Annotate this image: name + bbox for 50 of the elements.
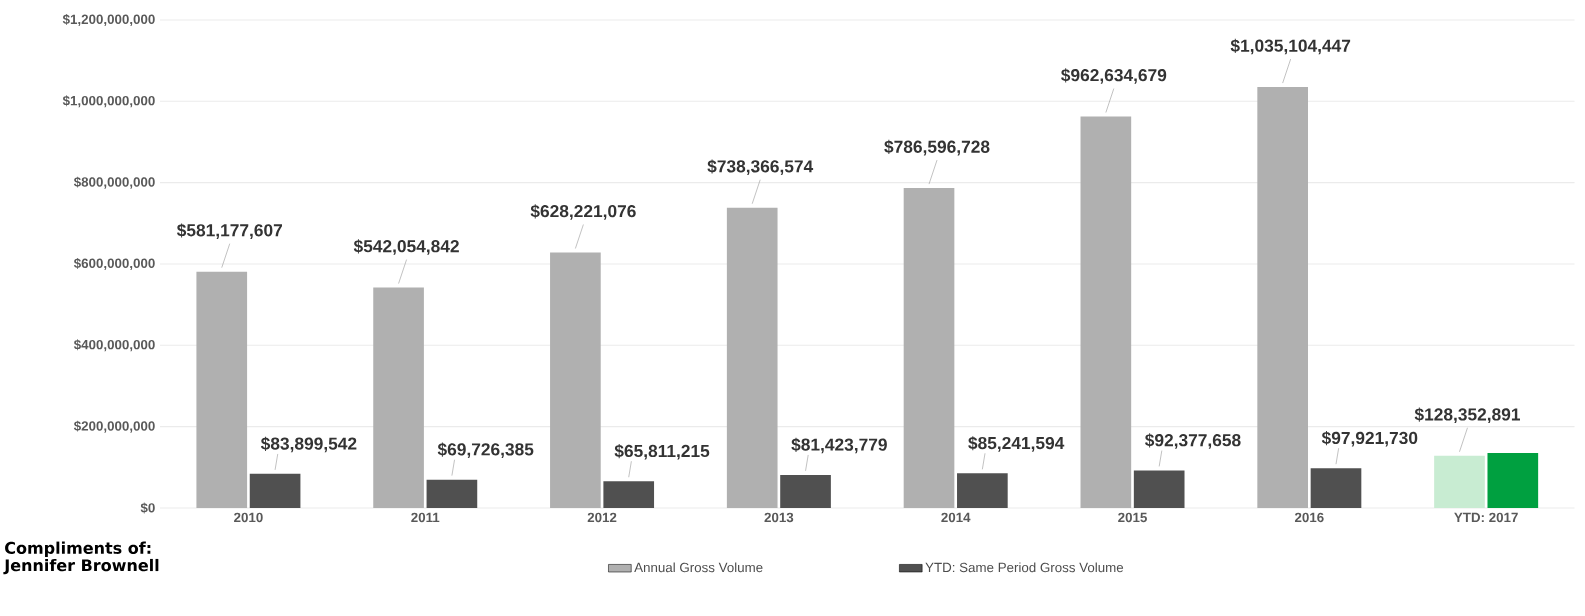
data-label: $81,423,779: [791, 437, 887, 454]
data-label: $581,177,607: [176, 223, 282, 239]
x-tick-label: 2011: [411, 512, 440, 523]
bar: [1310, 468, 1362, 508]
data-label: $962,634,679: [1061, 68, 1167, 84]
data-label: $786,596,728: [884, 139, 990, 156]
x-tick-label: 2014: [941, 512, 971, 523]
bar: [1487, 453, 1539, 508]
data-label: $92,377,658: [1145, 433, 1241, 449]
legend-label: Annual Gross Volume: [634, 562, 763, 573]
legend-label: YTD: Same Period Gross Volume: [925, 562, 1124, 573]
data-label: $1,035,104,447: [1230, 38, 1351, 55]
data-label: $738,366,574: [707, 159, 814, 175]
bar: [249, 473, 301, 508]
y-tick-label: $400,000,000: [73, 339, 155, 352]
data-label: $85,241,594: [968, 436, 1065, 452]
bar: [1080, 116, 1132, 508]
data-label: $628,221,076: [530, 204, 636, 220]
bar: [550, 252, 601, 508]
bar: [957, 473, 1008, 508]
bar: [1257, 87, 1308, 508]
y-tick-label: $600,000,000: [73, 257, 155, 270]
bar: [1434, 455, 1485, 508]
bar: [196, 271, 248, 508]
bar: [780, 474, 831, 508]
bar: [603, 481, 655, 508]
bar: [903, 188, 955, 508]
data-label: $65,811,215: [614, 444, 710, 460]
x-tick-label: 2010: [234, 512, 263, 523]
text: Compliments of:: [5, 541, 151, 558]
bar: [1133, 470, 1185, 508]
data-label: $542,054,842: [353, 239, 459, 255]
data-label: $97,921,730: [1321, 431, 1418, 447]
bar: [426, 479, 478, 508]
data-label: $128,352,891: [1414, 407, 1520, 424]
bar: [373, 287, 424, 508]
x-tick-label: 2013: [764, 512, 794, 523]
y-tick-label: $200,000,000: [73, 420, 155, 433]
y-tick-label: $1,000,000,000: [62, 95, 155, 108]
y-tick-label: $0: [140, 502, 155, 514]
x-tick-label: YTD: 2017: [1454, 512, 1518, 523]
bar: [726, 207, 778, 508]
text: Jennifer Brownell: [3, 558, 159, 575]
y-tick-label: $1,200,000,000: [62, 13, 155, 26]
data-label: $69,726,385: [437, 442, 534, 459]
x-tick-label: 2012: [587, 512, 617, 523]
y-tick-label: $800,000,000: [73, 176, 155, 189]
data-label: $83,899,542: [260, 436, 357, 453]
x-tick-label: 2015: [1118, 512, 1147, 523]
x-tick-label: 2016: [1294, 512, 1324, 523]
